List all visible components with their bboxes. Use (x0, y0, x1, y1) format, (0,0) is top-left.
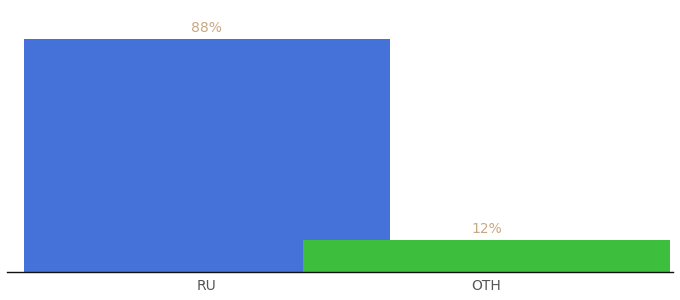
Bar (303, 240, 670, 272)
Text: 12%: 12% (471, 222, 502, 236)
Text: 88%: 88% (191, 21, 222, 35)
Bar (24, 39, 390, 272)
